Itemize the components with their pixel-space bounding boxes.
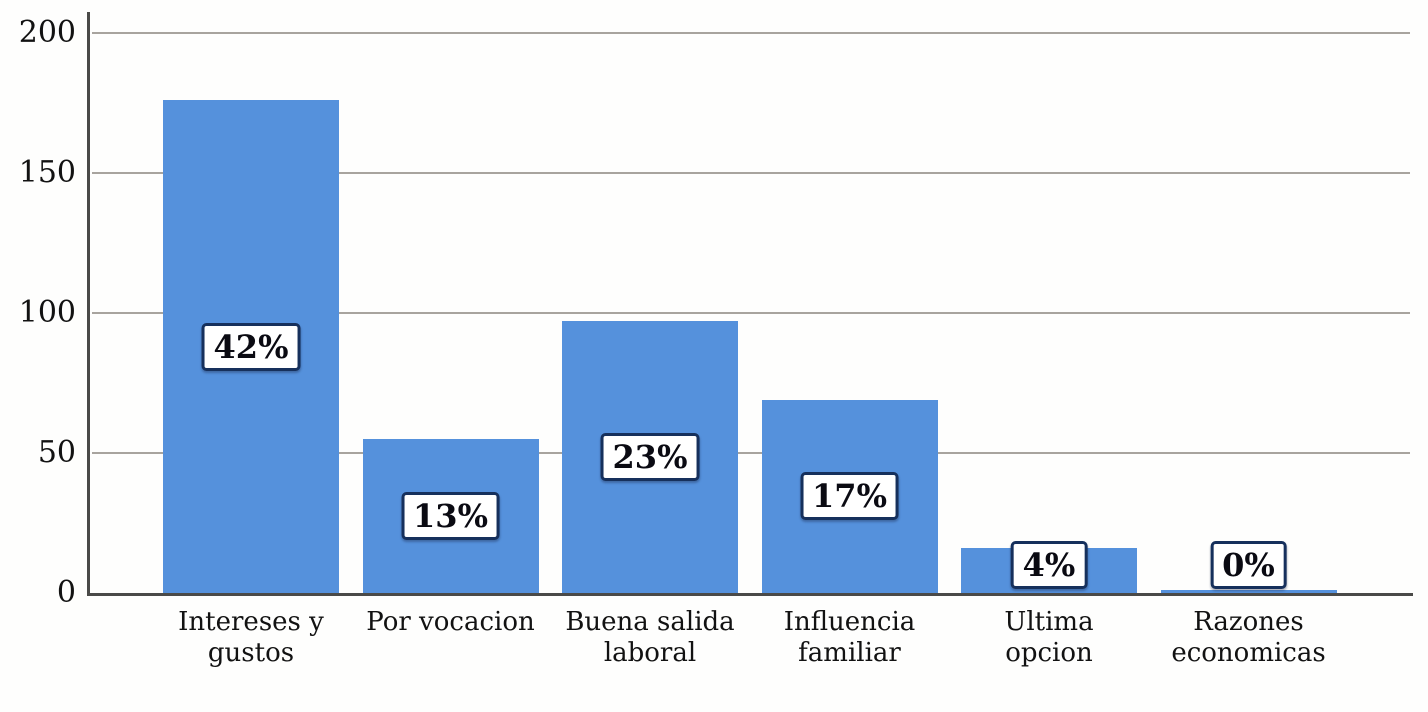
bar-value-label: 42% [201,322,301,371]
x-category-label: Razones economicas [1171,607,1326,668]
y-axis-line [87,12,90,593]
x-category-label: Por vocacion [366,607,535,637]
x-category-label: Intereses y gustos [178,607,324,668]
bar-value-label: 13% [401,492,500,540]
y-tick-label: 0 [56,575,76,610]
y-tick-label: 200 [18,15,76,50]
x-axis-line [87,593,1413,596]
x-category-label: Influencia familiar [783,607,916,668]
y-tick-label: 100 [18,295,76,330]
y-gridline [92,32,1410,34]
x-category-label: Ultima opcion [1004,607,1094,668]
bar-value-label: 4% [1010,541,1088,589]
bar-value-label: 17% [800,472,899,521]
y-gridline [92,172,1410,174]
y-gridline [92,452,1410,454]
y-tick-label: 50 [37,435,76,470]
y-tick-label: 150 [18,155,76,190]
x-category-label: Buena salida laboral [565,607,735,668]
bar [1160,590,1337,593]
y-gridline [92,312,1410,314]
bar-value-label: 23% [600,433,700,482]
bar-value-label: 0% [1210,541,1287,589]
